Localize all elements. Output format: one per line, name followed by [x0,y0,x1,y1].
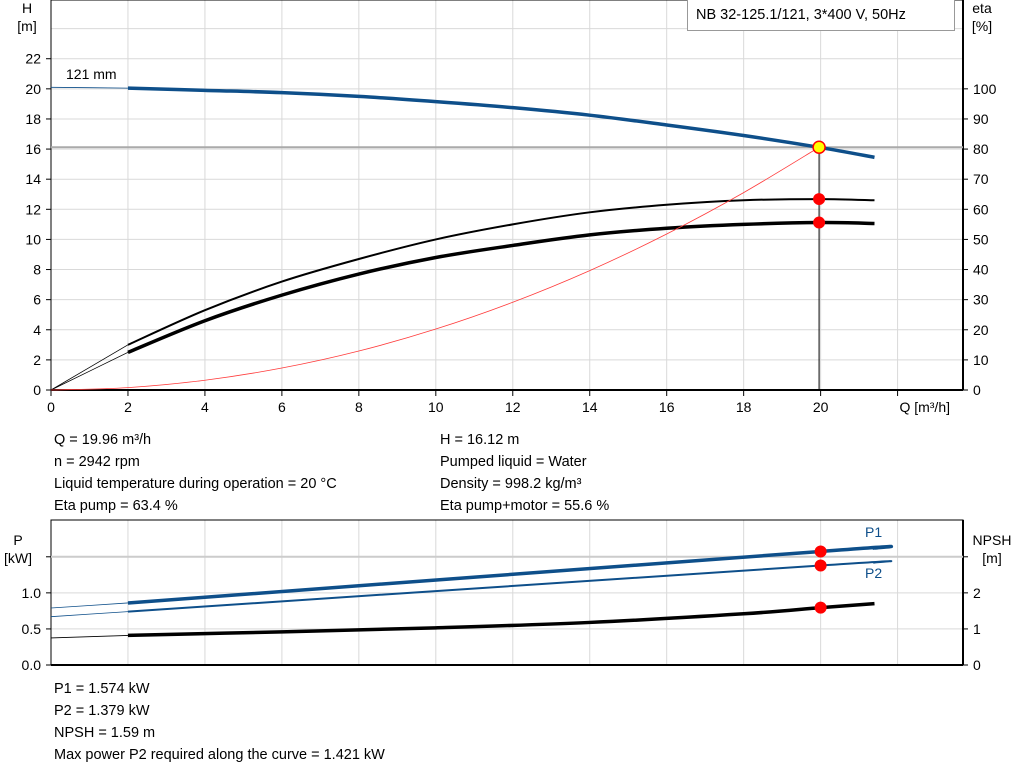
y-tick-label-left: 10 [25,231,41,247]
x-tick-label: 6 [278,399,286,415]
info-bottom: P1 = 1.574 kW P2 = 1.379 kW NPSH = 1.59 … [54,678,385,766]
y-axis-label-right: NPSH [m] [973,532,1012,566]
info-npsh: NPSH = 1.59 m [54,725,156,741]
p2-curve [127,560,893,613]
y-tick-label-right: 10 [973,352,989,368]
info-liquid: Pumped liquid = Water [440,454,587,470]
pump-title: NB 32-125.1/121, 3*400 V, 50Hz [687,0,955,31]
info-max-power: Max power P2 required along the curve = … [54,747,385,763]
info-p1: P1 = 1.574 kW [54,681,150,697]
head-curve-extrapolated [50,86,128,89]
eta-pump-marker [813,193,826,206]
x-tick-label: 10 [428,399,444,415]
x-tick-label: 0 [47,399,55,415]
x-tick-label: 16 [659,399,675,415]
y-tick-label-right: 80 [973,141,989,157]
info-top-right: H = 16.12 m Pumped liquid = Water Densit… [440,429,609,517]
info-speed: n = 2942 rpm [54,454,140,470]
p2-marker [814,559,827,572]
y-tick-label-left: 0 [33,382,41,398]
info-density: Density = 998.2 kg/m³ [440,476,582,492]
y-tick-label-left: 2 [33,352,41,368]
x-tick-label: 4 [201,399,209,415]
info-eta-pump-motor: Eta pump+motor = 55.6 % [440,498,610,514]
x-tick-label: 12 [505,399,521,415]
y-tick-label-right: 20 [973,322,989,338]
y-tick-label-right: 50 [973,231,989,247]
y-tick-label-right: 2 [973,585,981,601]
y-tick-label-right: 40 [973,262,989,278]
y-tick-label-left: 22 [25,51,41,67]
p1-curve-extrapolated [50,602,128,609]
y-tick-label-left: 20 [25,81,41,97]
p2-curve-extrapolated [50,611,128,618]
y-tick-label-left: 12 [25,201,41,217]
y-tick-label-left: 0.0 [22,657,42,673]
npsh-curve-extrapolated [50,635,128,639]
y-tick-label-left: 18 [25,111,41,127]
p2-label: P2 [865,565,882,581]
x-tick-label: 2 [124,399,132,415]
x-tick-label: 14 [582,399,598,415]
y-tick-label-right: 0 [973,382,981,398]
info-flow: Q = 19.96 m³/h [54,432,152,448]
eta-pump-motor-curve-extrapolated [50,351,129,391]
system-curve [50,146,820,391]
eta-pump-motor-marker [813,216,826,229]
info-p2: P2 = 1.379 kW [54,703,150,719]
x-tick-label: 18 [736,399,752,415]
p1-label: P1 [865,524,882,540]
y-tick-label-left: 4 [33,322,41,338]
y-tick-label-right: 30 [973,292,989,308]
y-axis-label-left: H [m] [17,0,36,34]
y-tick-label-left: 14 [25,171,41,187]
y-axis-label-left: P [kW] [4,532,32,566]
y-tick-label-right: 60 [973,201,989,217]
y-axis-label-right: eta [%] [972,0,992,34]
head-curve [127,86,875,160]
y-tick-label-left: 1.0 [22,585,42,601]
info-top-left: Q = 19.96 m³/h n = 2942 rpm Liquid tempe… [54,429,337,517]
npsh-curve [127,601,875,638]
p1-marker [814,545,827,558]
eta-pump-curve [127,198,875,346]
info-temperature: Liquid temperature during operation = 20… [54,476,337,492]
y-tick-label-right: 70 [973,171,989,187]
x-tick-label: 20 [813,399,829,415]
eta-pump-curve-extrapolated [50,344,129,391]
eta-pump-motor-curve [127,220,875,354]
y-tick-label-right: 100 [973,81,997,97]
info-eta-pump: Eta pump = 63.4 % [54,498,178,514]
y-tick-label-right: 90 [973,111,989,127]
p1-curve [127,544,894,605]
y-tick-label-left: 8 [33,262,41,278]
npsh-marker [814,601,827,614]
impeller-diameter-label: 121 mm [66,66,117,82]
y-tick-label-right: 1 [973,621,981,637]
x-tick-label: 8 [355,399,363,415]
info-head: H = 16.12 m [440,432,520,448]
y-tick-label-left: 0.5 [22,621,42,637]
x-axis-label: Q [m³/h] [899,399,950,415]
y-tick-label-left: 16 [25,141,41,157]
y-tick-label-right: 0 [973,657,981,673]
duty-point-marker [812,140,826,155]
y-tick-label-left: 6 [33,292,41,308]
